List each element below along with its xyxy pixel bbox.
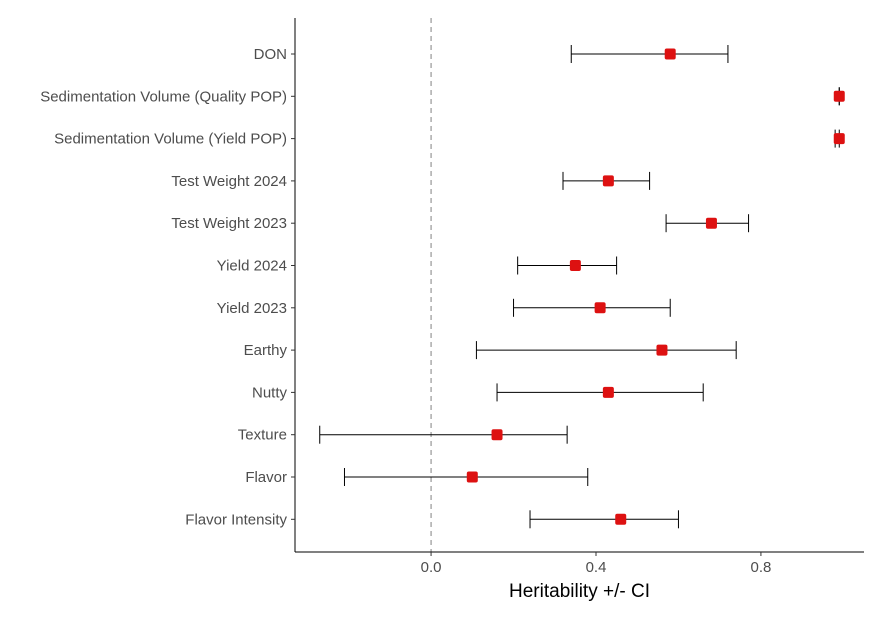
x-tick-label: 0.4 [586,559,607,576]
point-estimate [705,217,717,229]
error-bar [496,383,704,402]
category-label: Nutty [252,384,288,401]
category-label: Sedimentation Volume (Yield POP) [54,131,287,148]
axes-layer [291,18,864,553]
point-estimate [491,429,503,441]
x-tick-label: 0.8 [750,559,771,576]
point-estimate [569,260,581,271]
category-label: Earthy [244,342,288,359]
point-estimate [466,471,478,483]
error-bar [570,45,729,63]
error-bar [319,425,568,444]
point-estimate [615,513,627,525]
category-label: Sedimentation Volume (Quality POP) [40,88,287,105]
point-estimate [602,175,614,187]
point-estimate [833,133,845,145]
point-estimate [602,386,614,398]
error-bar [517,256,618,275]
point-estimate [833,90,845,102]
category-label: Flavor Intensity [185,511,287,528]
error-bar [475,341,737,360]
x-ticks-layer: 0.0 0.4 0.8 [421,552,771,576]
category-label: Yield 2023 [217,300,287,317]
error-bars-layer [319,45,840,529]
category-label: Flavor [245,469,287,486]
category-label: Texture [238,427,287,444]
error-bar [343,468,589,486]
category-label: Yield 2024 [217,258,287,275]
point-estimate [656,344,668,356]
points-layer [466,48,845,525]
category-label: DON [254,46,287,63]
x-axis-title: Heritability +/- CI [509,581,650,602]
category-labels-layer: DON Sedimentation Volume (Quality POP) Sed… [40,46,287,528]
x-tick-label: 0.0 [421,559,442,576]
error-bar [529,510,679,529]
error-bar [513,298,671,317]
point-estimate [664,48,676,60]
category-label: Test Weight 2024 [171,173,287,190]
point-estimate [594,302,606,314]
category-label: Test Weight 2023 [171,215,287,232]
